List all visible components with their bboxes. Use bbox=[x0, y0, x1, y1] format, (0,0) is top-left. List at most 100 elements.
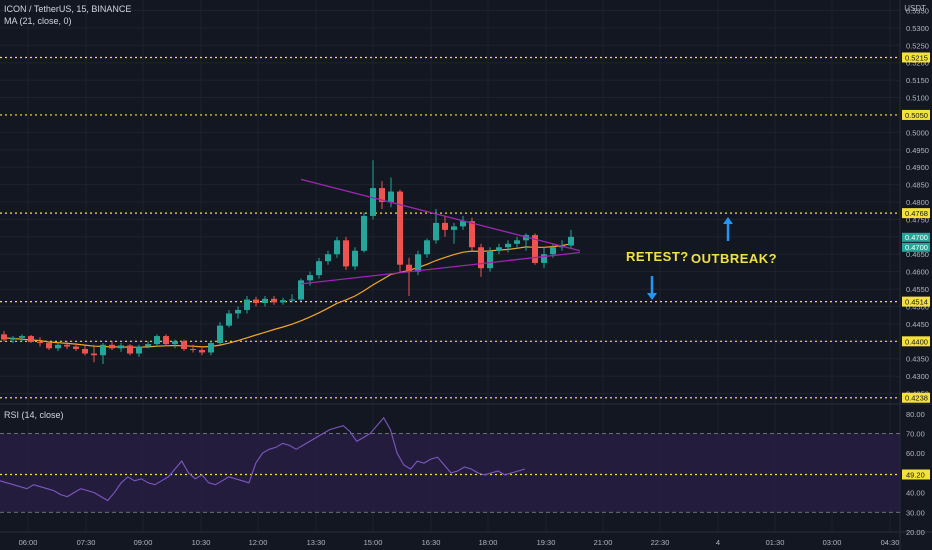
candle-body bbox=[136, 346, 142, 354]
level-price-label: 0.4238 bbox=[905, 394, 928, 403]
last-price-badge bbox=[902, 242, 930, 252]
rsi-tick-label: 30.00 bbox=[906, 508, 925, 517]
candle-body bbox=[91, 353, 97, 356]
candle-body bbox=[19, 336, 25, 338]
candle-body bbox=[127, 345, 133, 354]
rsi-current-badge bbox=[902, 469, 930, 480]
level-price-label: 0.4768 bbox=[905, 209, 928, 218]
rsi-current-label: 49.20 bbox=[906, 470, 925, 479]
time-tick-label: 16:30 bbox=[422, 538, 441, 547]
candle-body bbox=[334, 240, 340, 255]
candle-body bbox=[442, 222, 448, 230]
candle-body bbox=[190, 348, 196, 351]
price-tick-label: 0.4750 bbox=[906, 215, 929, 224]
price-tick-label: 0.4300 bbox=[906, 372, 929, 381]
candle-body bbox=[505, 243, 511, 248]
candle-body bbox=[379, 188, 385, 202]
candle-body bbox=[406, 264, 412, 272]
candle-body bbox=[64, 344, 70, 347]
last-price-label: 0.4700 bbox=[905, 233, 928, 242]
price-tick-label: 0.4500 bbox=[906, 302, 929, 311]
price-tick-label: 0.4650 bbox=[906, 250, 929, 259]
candle-body bbox=[361, 215, 367, 251]
time-tick-label: 01:30 bbox=[766, 538, 785, 547]
time-tick-label: 12:00 bbox=[249, 538, 268, 547]
price-tick-label: 0.5250 bbox=[906, 41, 929, 50]
retest-annotation: RETEST? bbox=[626, 249, 689, 264]
time-tick-label: 22:30 bbox=[651, 538, 670, 547]
candle-body bbox=[73, 346, 79, 349]
ma-legend: MA (21, close, 0) bbox=[4, 16, 72, 26]
candle-body bbox=[514, 240, 520, 244]
candle-body bbox=[253, 299, 259, 303]
candle-body bbox=[541, 254, 547, 263]
price-tick-label: 0.5100 bbox=[906, 94, 929, 103]
candle-body bbox=[307, 275, 313, 281]
time-tick-label: 19:30 bbox=[537, 538, 556, 547]
price-tick-label: 0.4450 bbox=[906, 320, 929, 329]
candle-body bbox=[343, 240, 349, 267]
price-tick-label: 0.4900 bbox=[906, 163, 929, 172]
level-price-badge bbox=[902, 392, 930, 403]
candle-body bbox=[199, 350, 205, 353]
time-tick-label: 07:30 bbox=[77, 538, 96, 547]
last-price-badge bbox=[902, 232, 930, 242]
candle-body bbox=[325, 254, 331, 262]
candle-body bbox=[226, 313, 232, 326]
candle-body bbox=[271, 298, 277, 303]
time-tick-label: 03:00 bbox=[823, 538, 842, 547]
time-tick-label: 06:00 bbox=[19, 538, 38, 547]
rsi-tick-label: 60.00 bbox=[906, 449, 925, 458]
price-tick-label: 0.4600 bbox=[906, 268, 929, 277]
candle-body bbox=[352, 250, 358, 267]
level-price-label: 0.5050 bbox=[905, 111, 928, 120]
candle-body bbox=[478, 247, 484, 269]
candle-body bbox=[100, 344, 106, 356]
candle-body bbox=[145, 344, 151, 347]
candle-body bbox=[568, 236, 574, 246]
candle-body bbox=[370, 188, 376, 216]
price-tick-label: 0.4550 bbox=[906, 285, 929, 294]
candle-body bbox=[397, 191, 403, 265]
rsi-band bbox=[0, 433, 900, 513]
price-tick-label: 0.4950 bbox=[906, 146, 929, 155]
candle-body bbox=[217, 325, 223, 344]
candle-body bbox=[289, 299, 295, 301]
candle-body bbox=[118, 345, 124, 349]
rsi-line bbox=[0, 416, 526, 502]
candle-body bbox=[244, 299, 250, 310]
up-arrow-icon-head bbox=[723, 217, 733, 224]
down-arrow-icon-head bbox=[647, 293, 657, 300]
level-price-badge bbox=[902, 296, 930, 307]
rsi-tick-label: 20.00 bbox=[906, 528, 925, 537]
level-price-badge bbox=[902, 208, 930, 219]
candle-body bbox=[460, 221, 466, 227]
time-tick-label: 04:30 bbox=[881, 538, 900, 547]
candle-body bbox=[28, 336, 34, 343]
candle-body bbox=[523, 235, 529, 241]
time-tick-label: 21:00 bbox=[594, 538, 613, 547]
time-tick-label: 13:30 bbox=[307, 538, 326, 547]
level-price-label: 0.4514 bbox=[905, 298, 928, 307]
candle-body bbox=[181, 341, 187, 349]
time-tick-label: 15:00 bbox=[364, 538, 383, 547]
time-tick-label: 4 bbox=[716, 538, 720, 547]
candle-body bbox=[496, 247, 502, 251]
level-price-badge bbox=[902, 336, 930, 347]
candle-body bbox=[262, 298, 268, 303]
candle-body bbox=[172, 341, 178, 345]
candle-body bbox=[10, 337, 16, 340]
rsi-tick-label: 80.00 bbox=[906, 410, 925, 419]
level-price-badge bbox=[902, 109, 930, 120]
candle-body bbox=[154, 336, 160, 345]
candle-body bbox=[55, 344, 61, 349]
outbreak-annotation: OUTBREAK? bbox=[691, 251, 778, 266]
last-price-label: 0.4700 bbox=[905, 243, 928, 252]
price-tick-label: 0.5300 bbox=[906, 24, 929, 33]
candle-body bbox=[451, 226, 457, 230]
rsi-tick-label: 40.00 bbox=[906, 489, 925, 498]
candle-body bbox=[280, 300, 286, 303]
candle-body bbox=[487, 250, 493, 269]
price-tick-label: 0.4350 bbox=[906, 355, 929, 364]
